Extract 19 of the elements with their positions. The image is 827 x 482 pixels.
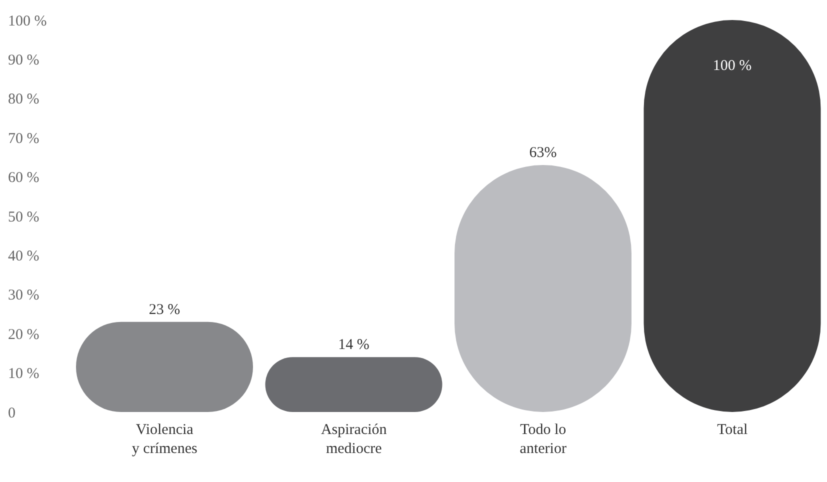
x-tick-label: Total	[717, 422, 748, 438]
y-tick-label: 10 %	[8, 366, 40, 382]
x-tick-label: Aspiración mediocre	[320, 422, 388, 457]
data-label: 14 %	[338, 337, 370, 354]
data-label: 100 %	[712, 58, 752, 74]
y-tick-label: 40 %	[8, 248, 40, 265]
y-tick-label: 90 %	[8, 52, 40, 69]
data-label: 63%	[529, 145, 557, 162]
y-tick-label: 30 %	[8, 288, 40, 304]
y-tick-label: 0	[8, 405, 16, 422]
x-tick-label: Todo lo anterior	[520, 422, 566, 457]
y-tick-label: 100 %	[8, 13, 47, 30]
y-tick-label: 50 %	[8, 209, 40, 226]
y-tick-label: 60 %	[8, 170, 40, 186]
x-tick-label: Violencia y crímenes	[132, 422, 198, 457]
y-tick-label: 70 %	[8, 130, 40, 147]
y-tick-label: 20 %	[8, 326, 40, 343]
y-tick-label: 80 %	[8, 92, 40, 108]
data-label: 23 %	[148, 302, 180, 318]
